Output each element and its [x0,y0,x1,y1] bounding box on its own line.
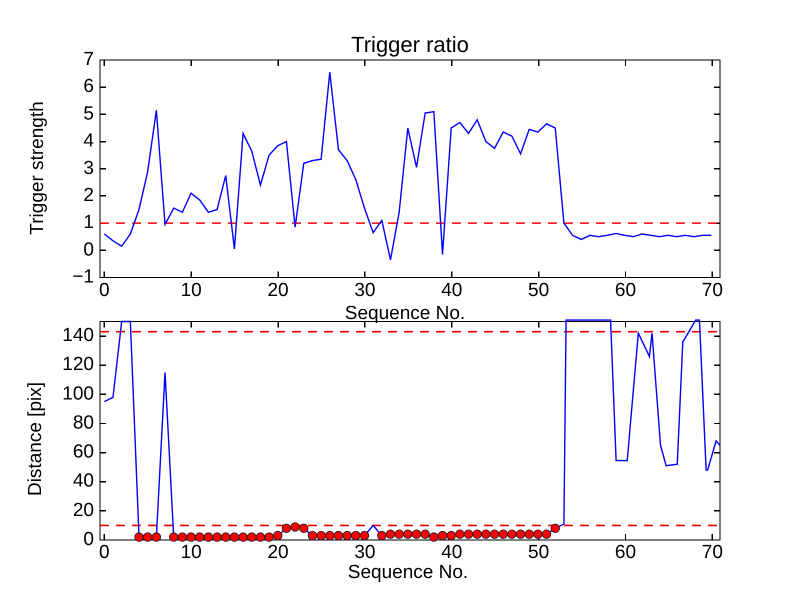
svg-text:70: 70 [702,542,723,563]
svg-text:1: 1 [83,212,94,233]
svg-text:120: 120 [62,354,94,375]
svg-text:0: 0 [99,280,110,301]
svg-text:3: 3 [83,158,94,179]
svg-text:20: 20 [267,542,288,563]
svg-text:40: 40 [73,471,94,492]
svg-text:10: 10 [181,542,202,563]
svg-text:40: 40 [441,542,462,563]
svg-text:70: 70 [702,280,723,301]
svg-text:4: 4 [83,131,94,152]
svg-text:Trigger strength: Trigger strength [27,101,48,234]
svg-text:Sequence No.: Sequence No. [348,562,468,583]
svg-text:60: 60 [615,542,636,563]
svg-text:20: 20 [267,280,288,301]
svg-text:40: 40 [441,280,462,301]
svg-text:2: 2 [83,185,94,206]
svg-text:5: 5 [83,103,94,124]
svg-text:60: 60 [73,442,94,463]
svg-text:30: 30 [354,542,375,563]
svg-text:50: 50 [528,280,549,301]
svg-text:7: 7 [83,49,94,70]
svg-text:80: 80 [73,412,94,433]
svg-text:50: 50 [528,542,549,563]
svg-text:60: 60 [615,280,636,301]
svg-text:Distance [pix]: Distance [pix] [25,382,46,496]
svg-text:20: 20 [73,500,94,521]
svg-text:0: 0 [99,542,110,563]
svg-text:0: 0 [83,239,94,260]
svg-text:10: 10 [181,280,202,301]
svg-text:6: 6 [83,76,94,97]
svg-text:100: 100 [62,383,94,404]
svg-text:Trigger ratio: Trigger ratio [351,32,469,57]
svg-text:140: 140 [62,325,94,346]
svg-text:0: 0 [83,529,94,550]
svg-text:30: 30 [354,280,375,301]
svg-text:−1: −1 [72,267,94,288]
